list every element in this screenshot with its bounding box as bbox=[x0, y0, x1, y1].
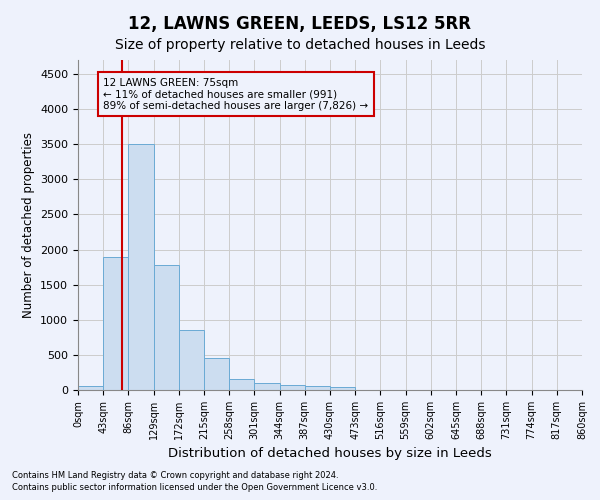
Bar bbox=[128, 144, 154, 390]
Y-axis label: Number of detached properties: Number of detached properties bbox=[22, 132, 35, 318]
Bar bbox=[254, 383, 280, 390]
X-axis label: Distribution of detached houses by size in Leeds: Distribution of detached houses by size … bbox=[168, 448, 492, 460]
Bar bbox=[179, 330, 204, 390]
Bar bbox=[280, 385, 305, 390]
Text: Size of property relative to detached houses in Leeds: Size of property relative to detached ho… bbox=[115, 38, 485, 52]
Text: Contains HM Land Registry data © Crown copyright and database right 2024.: Contains HM Land Registry data © Crown c… bbox=[12, 471, 338, 480]
Bar bbox=[330, 387, 355, 390]
Bar bbox=[305, 386, 330, 390]
Bar bbox=[154, 265, 179, 390]
Text: 12, LAWNS GREEN, LEEDS, LS12 5RR: 12, LAWNS GREEN, LEEDS, LS12 5RR bbox=[128, 15, 472, 33]
Bar bbox=[78, 386, 103, 390]
Bar bbox=[103, 256, 128, 390]
Bar bbox=[204, 358, 229, 390]
Text: 12 LAWNS GREEN: 75sqm
← 11% of detached houses are smaller (991)
89% of semi-det: 12 LAWNS GREEN: 75sqm ← 11% of detached … bbox=[103, 78, 368, 111]
Bar bbox=[229, 379, 254, 390]
Text: Contains public sector information licensed under the Open Government Licence v3: Contains public sector information licen… bbox=[12, 484, 377, 492]
